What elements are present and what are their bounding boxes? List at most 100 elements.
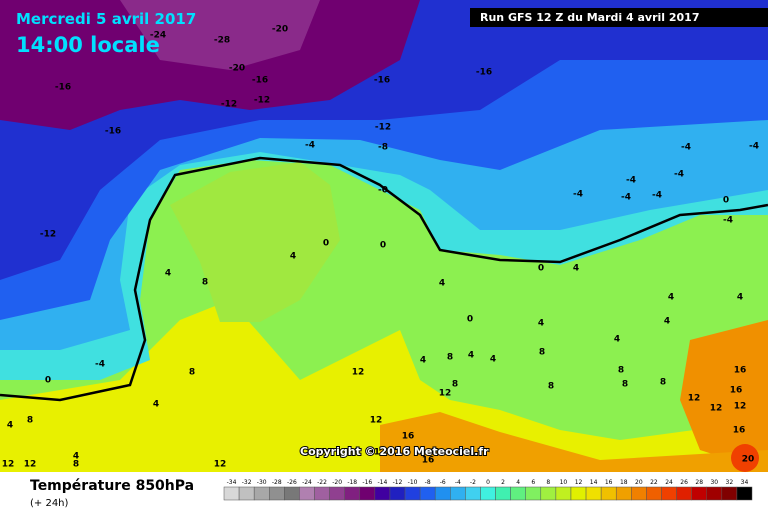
contour-label: 8 (452, 380, 458, 390)
scale-label: 30 (710, 479, 718, 486)
scale-swatch (389, 486, 406, 501)
contour-label: 0 (323, 239, 329, 249)
contour-label: 4 (614, 335, 620, 345)
scale-label: -24 (302, 479, 312, 486)
contour-label: -12 (40, 230, 56, 240)
scale-label: -28 (272, 479, 282, 486)
contour-label: 16 (402, 432, 415, 442)
scale-label: 14 (590, 479, 598, 486)
contour-labels: -24 -28 -20 -20 -16 -16 -12 -12 -16 -16 -16 -12 -8 -4… (2, 25, 759, 470)
scale-swatch (329, 486, 345, 501)
contour-label: -12 (254, 96, 270, 106)
scale-label: -2 (470, 479, 476, 486)
scale-swatch (465, 486, 481, 501)
scale-swatch (615, 486, 632, 501)
scale-label: -12 (393, 479, 403, 486)
scale-swatch (600, 486, 617, 501)
contour-label: 12 (374, 448, 387, 458)
contour-label: -4 (681, 143, 691, 153)
scale-swatch (631, 486, 647, 501)
contour-label: 8 (189, 368, 195, 378)
scale-label: 28 (695, 479, 703, 486)
contour-label: 8 (622, 380, 628, 390)
contour-label: 4 (737, 293, 743, 303)
scale-label: -16 (362, 479, 372, 486)
contour-label: -4 (305, 141, 315, 151)
contour-label: 12 (370, 416, 383, 426)
contour-label: 0 (723, 196, 729, 206)
contour-label: 12 (710, 404, 723, 414)
run-box (470, 8, 768, 27)
contour-label: 4 (468, 351, 474, 361)
scale-swatch (510, 486, 526, 501)
contour-label: -4 (626, 176, 636, 186)
scale-label: -26 (287, 479, 297, 486)
scale-swatch (404, 486, 421, 501)
contour-label: -12 (375, 123, 391, 133)
contour-label: -4 (621, 193, 631, 203)
contour-label: 16 (730, 386, 743, 396)
contour-label: 0 (45, 376, 51, 386)
scale-label: 2 (501, 479, 505, 486)
contour-label: 0 (380, 241, 386, 251)
scale-swatch (359, 486, 376, 501)
contour-label: 0 (538, 264, 544, 274)
scale-label: -18 (347, 479, 357, 486)
contour-label: 4 (165, 269, 171, 279)
contour-label: -4 (749, 142, 759, 152)
contour-label: -24 (150, 31, 166, 41)
contour-label: 12 (439, 389, 452, 399)
footer-title: Température 850hPa (30, 478, 194, 494)
contour-label: 4 (439, 279, 445, 289)
scale-label: -22 (317, 479, 327, 486)
scale-swatch (570, 486, 587, 501)
contour-label: 16 (734, 366, 747, 376)
map-background (0, 0, 768, 472)
scale-swatch (706, 486, 723, 501)
scale-label: 18 (620, 479, 628, 486)
copyright: Copyright © 2016 Meteociel.fr (300, 445, 489, 458)
scale-label: 24 (665, 479, 673, 486)
contour-label: -16 (374, 76, 390, 86)
scale-swatch (223, 486, 240, 501)
contour-label: -4 (723, 216, 733, 226)
contour-label: 12 (214, 460, 227, 470)
scale-label: -4 (455, 479, 461, 486)
scale-swatch (736, 486, 753, 501)
scale-label: 32 (726, 479, 734, 486)
run-info: Run GFS 12 Z du Mardi 4 avril 2017 (480, 11, 700, 24)
contour-label: 4 (153, 400, 159, 410)
contour-label: 4 (490, 355, 496, 365)
contour-label: -4 (652, 191, 662, 201)
scale-swatch (661, 486, 677, 501)
scale-swatch (691, 486, 707, 501)
scale-swatch (269, 486, 285, 501)
contour-label: 8 (447, 353, 453, 363)
scale-label: 16 (605, 479, 613, 486)
contour-label: -28 (214, 36, 230, 46)
scale-label: 26 (680, 479, 688, 486)
scale-label: -32 (242, 479, 252, 486)
contour-label: -4 (573, 190, 583, 200)
scale-swatch (721, 486, 738, 501)
color-scale: -34 -32 -30 -28 -26 -24 -22 -20 -18 -16 -14 -12 -10-… (223, 479, 753, 501)
contour-label: -20 (229, 64, 245, 74)
scale-label: 4 (516, 479, 520, 486)
contour-label: 4 (290, 252, 296, 262)
contour-label: 16 (733, 426, 746, 436)
scale-label: 12 (575, 479, 583, 486)
contour-label: 12 (734, 402, 747, 412)
scale-label: 6 (531, 479, 535, 486)
contour-label: -16 (476, 68, 492, 78)
contour-label: 12 (688, 394, 701, 404)
contour-label: -16 (105, 127, 121, 137)
contour-label: -0 (378, 186, 388, 196)
contour-label: 8 (202, 278, 208, 288)
scale-swatch (238, 486, 255, 501)
contour-label: 16 (422, 456, 435, 466)
scale-label: 34 (741, 479, 749, 486)
scale-swatch (344, 486, 361, 501)
contour-label: 8 (73, 460, 79, 470)
scale-label: -6 (440, 479, 446, 486)
